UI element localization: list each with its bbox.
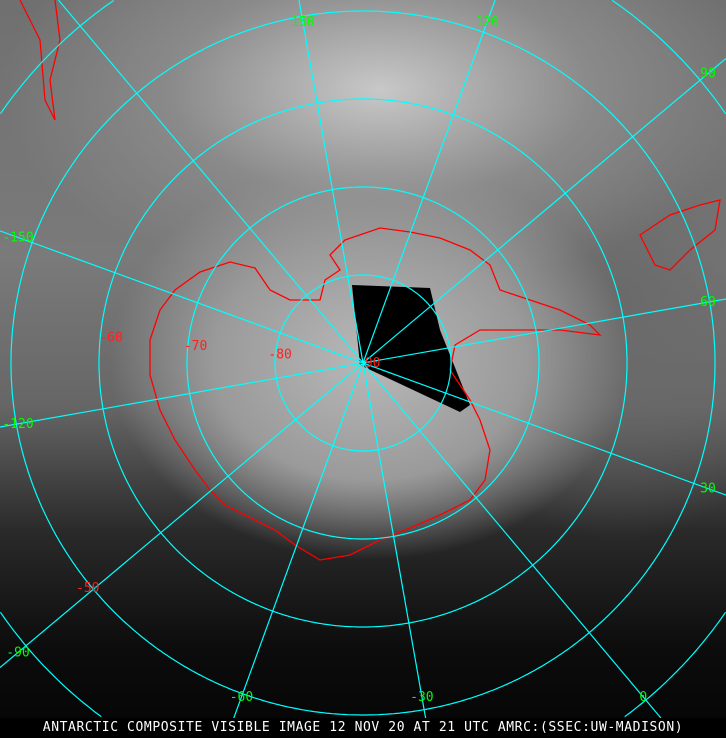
- meridian-line: [0, 230, 364, 364]
- latitude-circle: [10, 10, 716, 716]
- meridian-line: [0, 362, 364, 669]
- image-caption: ANTARCTIC COMPOSITE VISIBLE IMAGE 12 NOV…: [0, 718, 726, 738]
- longitude-label: 0: [639, 690, 647, 705]
- meridian-line: [298, 0, 364, 364]
- antarctica-coastline: [19, 0, 721, 561]
- meridian-line: [362, 362, 427, 718]
- latitude-label: -60: [99, 331, 122, 346]
- meridian-line: [233, 362, 364, 718]
- meridian-line: [362, 57, 726, 364]
- longitude-label: -150: [2, 230, 33, 245]
- longitude-label: 120: [475, 15, 498, 30]
- latitude-label: -70: [184, 339, 207, 354]
- meridian-line: [362, 362, 662, 718]
- latitude-circle: [274, 274, 452, 452]
- longitude-label: 90: [700, 67, 716, 82]
- longitude-label: -90: [6, 645, 29, 660]
- graticule-labels: -90 -80 -70 -60 -50 150 120 90 60 30 0 -30 -60 -90 -12…: [2, 15, 715, 705]
- longitude-label: -30: [410, 690, 433, 705]
- longitude-label: 60: [700, 295, 716, 310]
- latitude-circle: [98, 98, 628, 628]
- meridian-line: [57, 0, 364, 364]
- longitude-label: -120: [2, 417, 33, 432]
- longitude-label: 150: [291, 15, 314, 30]
- longitude-label: 30: [700, 482, 716, 497]
- latitude-circle: [0, 0, 726, 718]
- map-overlay: -90 -80 -70 -60 -50 150 120 90 60 30 0 -30 -60 -90 -12…: [0, 0, 726, 718]
- longitude-label: -60: [230, 690, 253, 705]
- latitude-label: -80: [268, 348, 291, 363]
- meridian-line: [0, 362, 364, 428]
- latitude-circle: [186, 186, 540, 540]
- meridian-line: [362, 362, 726, 496]
- meridian-line: [362, 0, 496, 364]
- graticule: [0, 0, 726, 718]
- latitude-label: -90: [357, 356, 380, 371]
- latitude-label: -50: [76, 581, 99, 596]
- meridian-line: [362, 298, 726, 364]
- missing-data-wedge: [352, 285, 470, 412]
